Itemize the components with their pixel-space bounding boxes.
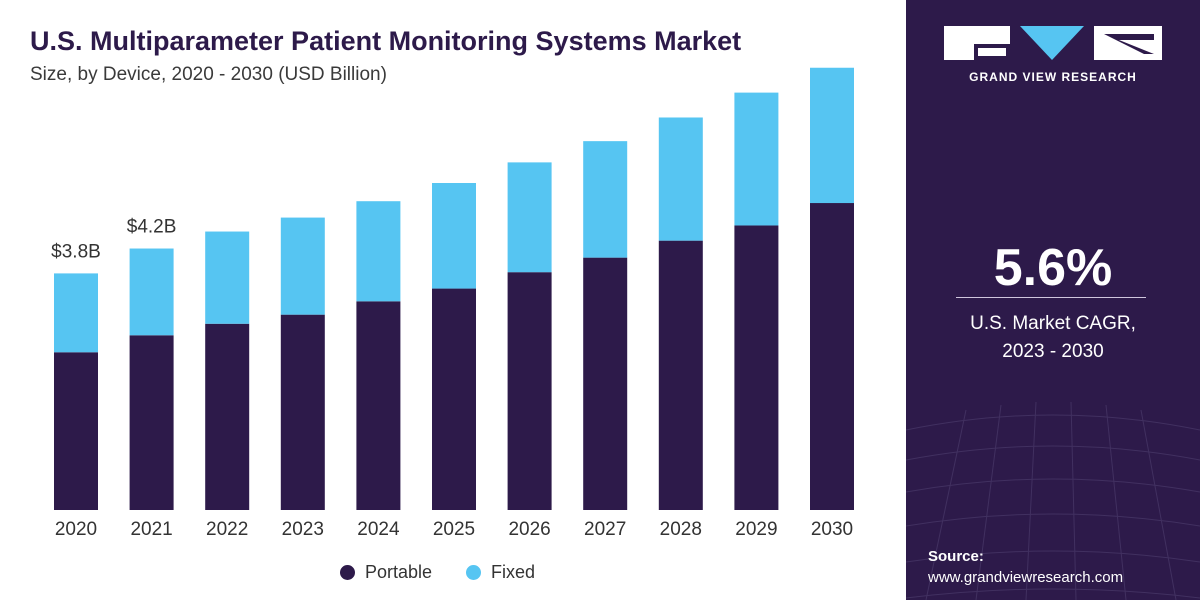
bar-fixed-2020 bbox=[54, 273, 98, 353]
x-tick-label-2027: 2027 bbox=[584, 519, 626, 540]
chart-title: U.S. Multiparameter Patient Monitoring S… bbox=[30, 26, 742, 56]
bar-portable-2020 bbox=[54, 352, 98, 510]
legend-item-portable: Portable bbox=[340, 562, 432, 583]
bar-fixed-2023 bbox=[280, 217, 325, 315]
x-tick-label-2025: 2025 bbox=[433, 519, 475, 540]
source-note: Source: www.grandviewresearch.com bbox=[928, 546, 1123, 588]
x-tick-label-2020: 2020 bbox=[55, 519, 97, 540]
bar-portable-2021 bbox=[129, 335, 174, 510]
bar-portable-2025 bbox=[432, 288, 476, 510]
chart-subtitle: Size, by Device, 2020 - 2030 (USD Billio… bbox=[30, 64, 387, 85]
bar-fixed-2026 bbox=[507, 162, 552, 273]
bar-chart: 2020 $3.8B 2021 $4.2B 2022 2023 2024 2025 2026 20… bbox=[51, 67, 854, 540]
bar-fixed-2021 bbox=[129, 248, 174, 336]
x-tick-label-2023: 2023 bbox=[282, 519, 324, 540]
bar-portable-2029 bbox=[734, 225, 779, 510]
cagr-label-line1: U.S. Market CAGR, bbox=[970, 313, 1136, 334]
bar-fixed-2027 bbox=[583, 141, 628, 258]
bar-portable-2023 bbox=[280, 314, 325, 510]
x-tick-label-2026: 2026 bbox=[508, 519, 550, 540]
data-label-2020: $3.8B bbox=[51, 241, 101, 262]
cagr-divider bbox=[956, 297, 1146, 298]
bar-fixed-2030 bbox=[810, 67, 854, 204]
cagr-value: 5.6% bbox=[993, 239, 1113, 297]
x-tick-label-2021: 2021 bbox=[130, 519, 172, 540]
bar-portable-2022 bbox=[205, 323, 250, 510]
bar-fixed-2024 bbox=[356, 201, 401, 302]
legend-item-fixed: Fixed bbox=[466, 562, 535, 583]
x-tick-label-2022: 2022 bbox=[206, 519, 248, 540]
bar-fixed-2029 bbox=[734, 92, 779, 226]
cagr-label-line2: 2023 - 2030 bbox=[1002, 341, 1104, 362]
legend-swatch-portable bbox=[340, 565, 355, 580]
bar-portable-2026 bbox=[507, 272, 552, 510]
bar-fixed-2028 bbox=[658, 117, 703, 241]
bar-fixed-2022 bbox=[205, 231, 250, 324]
info-panel: GRAND VIEW RESEARCH 5.6% U.S. Market CAG… bbox=[906, 0, 1200, 600]
bar-portable-2024 bbox=[356, 301, 401, 510]
x-tick-label-2024: 2024 bbox=[357, 519, 400, 540]
legend-swatch-fixed bbox=[466, 565, 482, 580]
bar-portable-2030 bbox=[810, 203, 854, 510]
source-label: Source: bbox=[928, 548, 984, 565]
legend-label-fixed: Fixed bbox=[491, 562, 536, 582]
chart-legend: Portable Fixed bbox=[340, 562, 535, 583]
x-tick-label-2029: 2029 bbox=[735, 519, 777, 540]
bar-fixed-2025 bbox=[432, 183, 476, 289]
grand-view-research-logo bbox=[944, 26, 1162, 60]
bar-portable-2028 bbox=[658, 240, 703, 510]
legend-label-portable: Portable bbox=[365, 562, 433, 582]
cagr-label: U.S. Market CAGR, 2023 - 2030 bbox=[906, 310, 1200, 366]
brand-name: GRAND VIEW RESEARCH bbox=[969, 70, 1137, 84]
source-link[interactable]: www.grandviewresearch.com bbox=[928, 569, 1124, 586]
decorative-grid bbox=[906, 401, 1200, 600]
bar-portable-2027 bbox=[583, 257, 628, 510]
x-tick-label-2030: 2030 bbox=[811, 519, 853, 540]
x-tick-label-2028: 2028 bbox=[660, 519, 702, 540]
data-label-2021: $4.2B bbox=[127, 217, 177, 238]
